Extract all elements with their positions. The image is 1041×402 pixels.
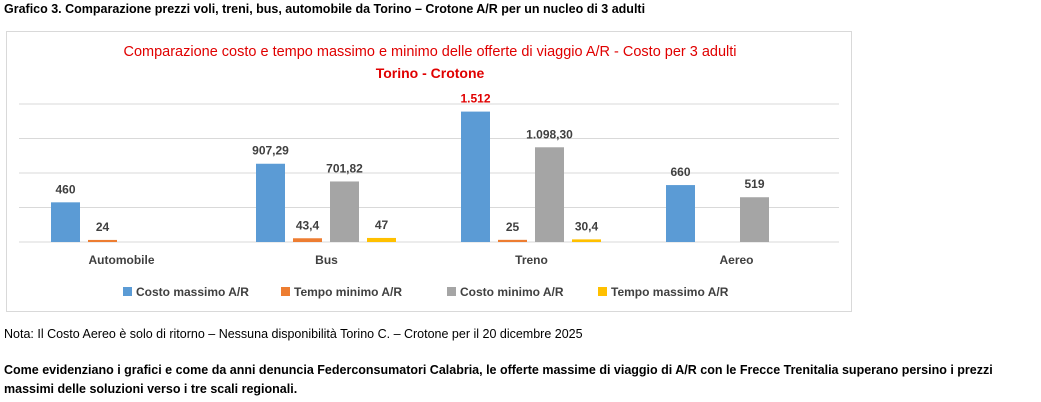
chart-subtitle: Torino - Crotone [376,65,485,81]
legend-label-4: Tempo massimo A/R [611,285,729,299]
bar-treno-series-4 [572,239,601,242]
data-label-bus-series-1: 907,29 [252,144,289,158]
chart-frame: Comparazione costo e tempo massimo e min… [6,31,852,312]
data-label-treno-series-3: 1.098,30 [526,127,573,141]
bar-treno-series-1 [461,111,490,242]
data-label-bus-series-3: 701,82 [326,161,363,175]
bars [51,111,769,242]
page-title: Grafico 3. Comparazione prezzi voli, tre… [4,2,646,16]
note-text: Nota: Il Costo Aereo è solo di ritorno –… [4,327,583,341]
legend: Costo massimo A/R Tempo minimo A/R Costo m… [123,285,729,299]
data-label-bus-series-2: 43,4 [296,218,320,232]
data-label-automobile-series-1: 460 [55,182,75,196]
gridlines [19,103,839,243]
legend-swatch-1 [123,287,132,296]
legend-swatch-2 [281,287,290,296]
comment-text: Come evidenziano i grafici e come da ann… [4,363,993,396]
legend-swatch-4 [598,287,607,296]
data-label-aereo-series-1: 660 [670,165,690,179]
category-label-aereo: Aereo [719,253,753,267]
bar-automobile-series-1 [51,202,80,242]
data-label-automobile-series-2: 24 [96,220,110,234]
data-label-aereo-series-3: 519 [744,177,764,191]
bar-bus-series-4 [367,237,396,242]
bar-bus-series-3 [330,181,359,242]
bar-bus-series-1 [256,163,285,242]
chart-title: Comparazione costo e tempo massimo e min… [123,44,736,60]
category-labels: Automobile Bus Treno Aereo [89,253,754,267]
legend-label-3: Costo minimo A/R [460,285,564,299]
bar-aereo-series-1 [666,185,695,242]
legend-swatch-3 [447,287,456,296]
data-labels: 460 24 907,29 43,4 701,82 47 1.512 25 1.098,30 30… [55,92,764,234]
chart: Comparazione costo e tempo massimo e min… [19,44,839,299]
data-label-treno-series-1: 1.512 [460,92,490,106]
category-label-bus: Bus [315,253,338,267]
bar-treno-series-3 [535,147,564,242]
data-label-treno-series-2: 25 [506,220,520,234]
data-label-bus-series-4: 47 [375,218,389,232]
category-label-treno: Treno [515,253,548,267]
legend-label-1: Costo massimo A/R [136,285,249,299]
data-label-treno-series-4: 30,4 [575,219,599,233]
category-label-automobile: Automobile [89,253,155,267]
bar-treno-series-2 [498,239,527,242]
bar-automobile-series-2 [88,239,117,242]
bar-aereo-series-3 [740,197,769,242]
legend-label-2: Tempo minimo A/R [294,285,402,299]
bar-bus-series-2 [293,238,322,242]
